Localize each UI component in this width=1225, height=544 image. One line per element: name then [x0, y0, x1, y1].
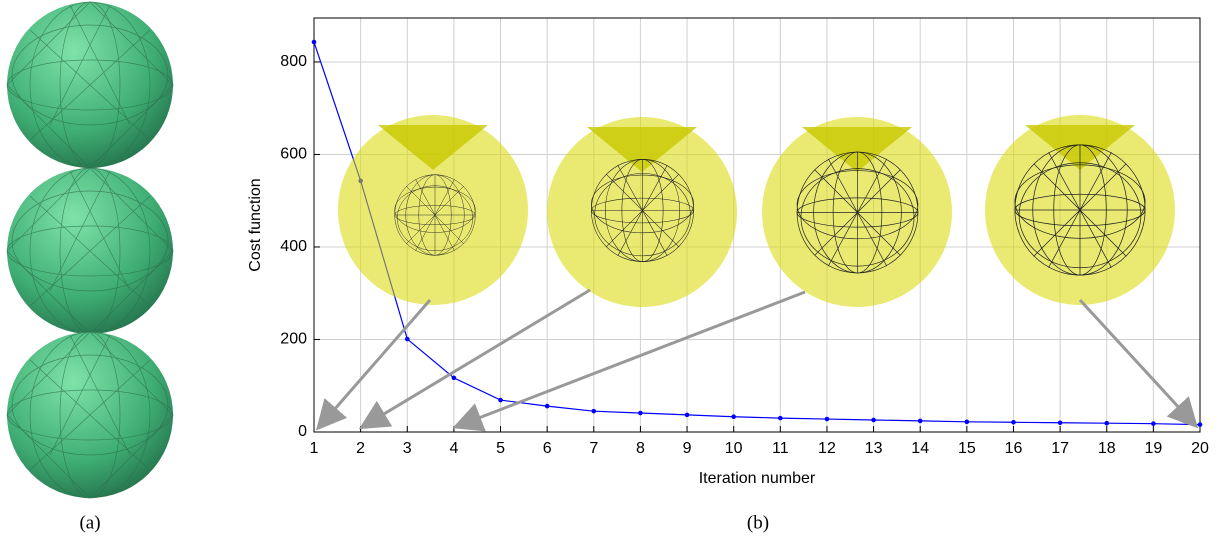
y-axis-label: Cost function: [247, 178, 264, 271]
x-tick-label: 5: [496, 440, 505, 457]
x-tick-label: 19: [1144, 440, 1162, 457]
data-point: [825, 417, 830, 422]
figure: (a) (b) 12345678910111213141516171819200…: [0, 0, 1225, 544]
data-point: [1104, 421, 1109, 426]
x-tick-label: 10: [725, 440, 743, 457]
data-point: [638, 411, 643, 416]
y-tick-label: 800: [280, 53, 307, 70]
data-point: [545, 404, 550, 409]
data-point: [1151, 421, 1156, 426]
x-tick-label: 12: [818, 440, 836, 457]
x-tick-label: 15: [958, 440, 976, 457]
arrow: [364, 290, 590, 426]
inset-sphere: [338, 115, 528, 305]
data-point: [591, 409, 596, 414]
data-point: [452, 376, 457, 381]
mesh-sphere: [7, 2, 173, 168]
data-point: [1198, 422, 1203, 427]
inset-wire: [1015, 145, 1145, 275]
x-tick-label: 16: [1005, 440, 1023, 457]
data-point: [685, 413, 690, 418]
arrow: [1080, 300, 1194, 424]
y-tick-label: 400: [280, 238, 307, 255]
y-tick-label: 0: [298, 423, 307, 440]
x-tick-label: 2: [356, 440, 365, 457]
x-tick-label: 18: [1098, 440, 1116, 457]
x-tick-label: 9: [683, 440, 692, 457]
data-point: [405, 337, 410, 342]
arrow: [458, 292, 805, 426]
data-point: [1058, 420, 1063, 425]
x-tick-label: 13: [865, 440, 883, 457]
inset-wire: [591, 159, 693, 261]
insets: [320, 115, 1194, 426]
x-tick-label: 3: [403, 440, 412, 457]
data-point: [918, 419, 923, 424]
x-tick-label: 6: [543, 440, 552, 457]
inset-wire: [797, 152, 918, 273]
panel-label: (b): [747, 512, 769, 533]
x-tick-label: 17: [1051, 440, 1069, 457]
x-tick-label: 14: [911, 440, 929, 457]
x-tick-label: 8: [636, 440, 645, 457]
mesh-sphere: [7, 168, 173, 334]
x-tick-label: 11: [772, 440, 789, 457]
panel-label: (a): [79, 512, 100, 533]
mesh-sphere: [7, 332, 173, 498]
x-tick-label: 7: [589, 440, 598, 457]
x-axis-label: Iteration number: [699, 470, 816, 487]
x-tick-label: 1: [310, 440, 319, 457]
x-tick-label: 4: [449, 440, 458, 457]
data-point: [1011, 420, 1016, 425]
data-point: [778, 416, 783, 421]
inset-wire: [395, 175, 476, 256]
y-tick-label: 600: [280, 146, 307, 163]
data-point: [731, 414, 736, 419]
data-point: [498, 398, 503, 403]
data-point: [312, 40, 317, 45]
x-tick-label: 20: [1191, 440, 1209, 457]
arrow: [320, 300, 430, 426]
data-point: [871, 418, 876, 423]
data-point: [965, 420, 970, 425]
y-tick-label: 200: [280, 331, 307, 348]
